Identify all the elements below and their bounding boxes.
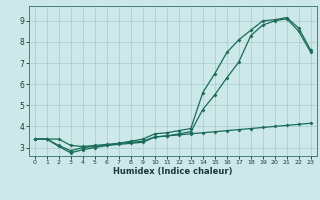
X-axis label: Humidex (Indice chaleur): Humidex (Indice chaleur)	[113, 167, 233, 176]
